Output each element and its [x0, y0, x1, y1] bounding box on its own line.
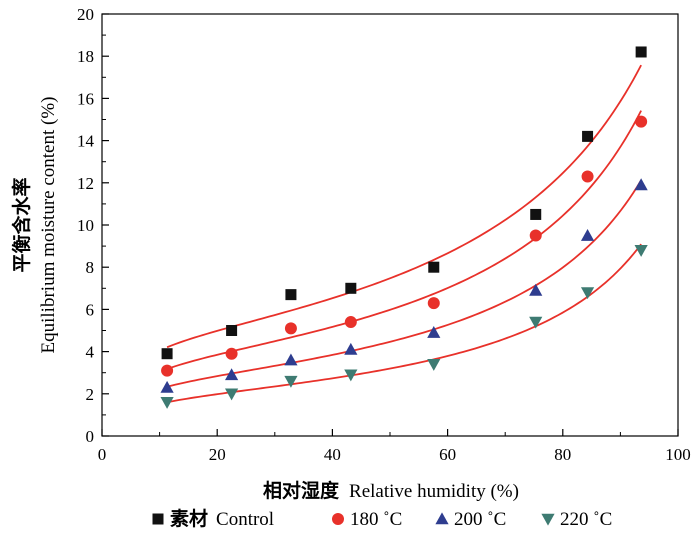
data-point — [284, 322, 297, 335]
legend-marker — [435, 512, 449, 525]
data-point — [635, 115, 648, 128]
legend-label: 素材 Control — [170, 507, 274, 530]
y-tick-label: 18 — [77, 47, 94, 66]
y-tick-label: 6 — [86, 300, 95, 319]
plot-area-border — [101, 13, 679, 437]
data-markers — [160, 46, 648, 409]
data-point — [427, 297, 440, 310]
data-point — [634, 245, 648, 257]
data-point — [225, 368, 239, 381]
fit-curve — [166, 64, 642, 349]
x-axis: 0 20 40 60 80 100 — [98, 429, 691, 464]
data-point — [582, 130, 594, 142]
data-point — [580, 228, 595, 241]
legend-marker — [541, 513, 555, 526]
legend-label: 200 ˚C — [454, 509, 506, 530]
data-point — [529, 283, 543, 296]
y-axis-label: 平衡含水率 — [10, 177, 33, 272]
fit-curve — [166, 179, 642, 388]
data-point — [635, 46, 647, 58]
legend-marker — [332, 513, 344, 525]
x-tick-label: 0 — [98, 445, 107, 464]
y-tick-label: 16 — [77, 89, 94, 108]
legend-marker — [152, 513, 164, 525]
y-tick-label: 2 — [86, 385, 95, 404]
y-tick-label: 10 — [77, 216, 94, 235]
x-tick-label: 100 — [665, 445, 691, 464]
y-tick-label: 8 — [86, 258, 95, 277]
x-tick-label: 20 — [209, 445, 226, 464]
legend-label: 180 ˚C — [350, 509, 402, 530]
y-axis: 0 2 4 6 8 10 12 14 16 18 20 — [77, 5, 109, 446]
data-point — [160, 380, 174, 393]
data-point — [225, 388, 239, 401]
data-point — [634, 178, 648, 191]
data-point — [161, 348, 173, 360]
x-tick-label: 80 — [554, 445, 571, 464]
legend-label: 220 ˚C — [560, 509, 612, 530]
data-point — [285, 289, 297, 301]
data-point — [529, 229, 542, 242]
data-point — [427, 326, 441, 338]
y-tick-label: 4 — [86, 343, 95, 362]
x-tick-label: 60 — [439, 445, 456, 464]
x-axis-label-en: Relative humidity (%) — [349, 481, 519, 502]
data-point — [345, 282, 357, 294]
data-point — [427, 358, 441, 371]
data-point — [225, 347, 238, 360]
legend-label-en: Control — [216, 509, 274, 530]
y-tick-label: 0 — [86, 427, 95, 446]
data-point — [344, 369, 358, 382]
fit-curves — [166, 64, 642, 404]
x-axis-label-cn: 相对湿度 — [263, 479, 340, 502]
x-axis-label: 相对湿度 Relative humidity (%) — [263, 479, 519, 502]
y-axis-label-en: Equilibrium moisture content (%) — [38, 97, 59, 354]
data-point — [529, 316, 543, 329]
x-tick-label: 40 — [324, 445, 341, 464]
data-point — [161, 364, 174, 377]
plot-frame — [101, 13, 679, 437]
y-axis-label-cn: 平衡含水率 — [10, 177, 33, 272]
legend: 素材 Control 180 ˚C 200 ˚C 220 ˚C — [152, 507, 612, 530]
data-point — [428, 261, 440, 273]
fit-curve — [166, 110, 642, 370]
data-point — [581, 170, 594, 183]
data-point — [284, 353, 298, 366]
data-point — [344, 316, 357, 329]
data-point — [580, 287, 595, 300]
data-point — [530, 208, 542, 220]
y-tick-label: 12 — [77, 174, 94, 193]
data-point — [284, 375, 298, 388]
legend-label-cn: 素材 — [170, 507, 208, 530]
data-point — [344, 342, 358, 355]
y-tick-label: 20 — [77, 5, 94, 24]
data-point — [160, 396, 174, 409]
y-tick-label: 14 — [77, 132, 95, 151]
data-point — [226, 325, 238, 336]
fit-curve — [166, 243, 642, 404]
